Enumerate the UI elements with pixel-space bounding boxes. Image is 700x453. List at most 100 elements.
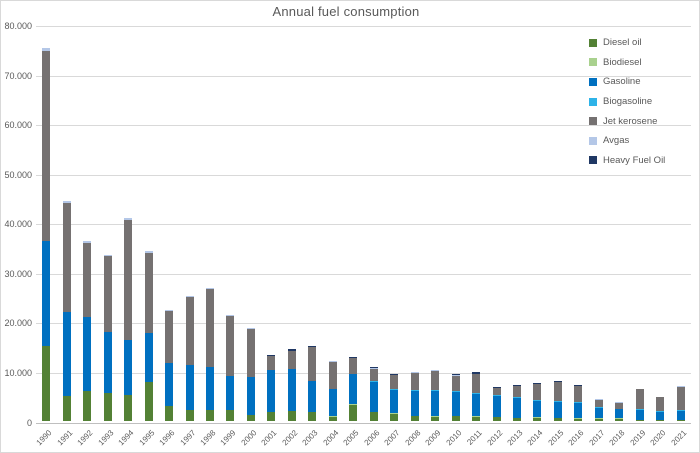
bar-1998 <box>205 288 214 421</box>
segment-gasoline <box>513 397 522 418</box>
segment-jet-kerosene <box>124 220 133 340</box>
x-axis-label-2009: 2009 <box>423 428 443 448</box>
x-axis-label-2014: 2014 <box>525 428 545 448</box>
bar-2020 <box>656 396 665 421</box>
x-axis-label-1996: 1996 <box>157 428 177 448</box>
segment-avgas <box>124 218 133 221</box>
segment-gasoline <box>369 381 378 412</box>
x-axis-label-1999: 1999 <box>218 428 238 448</box>
segment-diesel-oil <box>144 381 153 421</box>
segment-jet-kerosene <box>42 51 51 242</box>
segment-jet-kerosene <box>472 374 481 394</box>
segment-diesel-oil <box>308 412 317 421</box>
gridline <box>36 26 691 27</box>
legend-item-avgas: Avgas <box>589 131 665 151</box>
legend-item-biogasoline: Biogasoline <box>589 92 665 112</box>
bar-2011 <box>472 372 481 421</box>
bar-1990 <box>42 47 51 421</box>
segment-jet-kerosene <box>513 386 522 397</box>
segment-diesel-oil <box>103 393 112 421</box>
chart-title: Annual fuel consumption <box>272 4 420 19</box>
segment-jet-kerosene <box>62 203 71 313</box>
segment-gasoline <box>42 241 51 346</box>
segment-heavy-fuel-oil <box>533 382 542 384</box>
x-axis-label-2016: 2016 <box>566 428 586 448</box>
segment-gasoline <box>533 400 542 418</box>
segment-diesel-oil <box>205 409 214 421</box>
bar-1999 <box>226 314 235 421</box>
segment-diesel-oil <box>553 418 562 421</box>
segment-avgas <box>62 200 71 204</box>
segment-jet-kerosene <box>390 375 399 390</box>
segment-gasoline <box>287 368 296 412</box>
segment-gasoline <box>431 390 440 417</box>
segment-diesel-oil <box>328 416 337 421</box>
segment-avgas <box>165 310 174 311</box>
segment-gasoline <box>594 407 603 419</box>
legend-label: Biodiesel <box>603 56 642 68</box>
bar-1995 <box>144 251 153 421</box>
y-axis-tick-label: 10.000 <box>4 367 32 378</box>
segment-gasoline <box>656 411 665 420</box>
x-axis-label-2002: 2002 <box>280 428 300 448</box>
bar-2012 <box>492 387 501 421</box>
segment-jet-kerosene <box>328 361 337 390</box>
segment-avgas <box>676 386 685 388</box>
x-axis-label-2018: 2018 <box>607 428 627 448</box>
legend-item-diesel-oil: Diesel oil <box>589 33 665 53</box>
x-axis-label-1991: 1991 <box>55 428 75 448</box>
legend-item-biodiesel: Biodiesel <box>589 53 665 73</box>
chart-legend: Diesel oil Biodiesel Gasoline Biogasoline Je… <box>589 33 665 170</box>
segment-avgas <box>185 295 194 297</box>
bar-2009 <box>431 369 440 421</box>
segment-jet-kerosene <box>369 368 378 382</box>
segment-biogasoline <box>533 399 542 401</box>
x-axis-label-1992: 1992 <box>75 428 95 448</box>
segment-diesel-oil <box>615 418 624 421</box>
x-axis-label-2020: 2020 <box>648 428 668 448</box>
legend-label: Gasoline <box>603 76 641 88</box>
segment-heavy-fuel-oil <box>369 367 378 369</box>
legend-label: Biogasoline <box>603 96 653 108</box>
x-axis-label-2004: 2004 <box>321 428 341 448</box>
segment-jet-kerosene <box>267 356 276 370</box>
legend-swatch-avgas <box>589 136 597 145</box>
segment-jet-kerosene <box>205 289 214 367</box>
segment-gasoline <box>635 409 644 420</box>
segment-gasoline <box>410 390 419 416</box>
bar-2021 <box>676 386 685 421</box>
segment-jet-kerosene <box>574 386 583 403</box>
segment-avgas <box>144 251 153 253</box>
segment-jet-kerosene <box>103 256 112 332</box>
segment-diesel-oil <box>83 391 92 421</box>
x-axis-label-2007: 2007 <box>382 428 402 448</box>
segment-jet-kerosene <box>308 347 317 382</box>
segment-avgas <box>615 402 624 404</box>
segment-jet-kerosene <box>165 311 174 364</box>
segment-diesel-oil <box>594 418 603 421</box>
segment-diesel-oil <box>267 412 276 421</box>
segment-heavy-fuel-oil <box>472 372 481 374</box>
segment-gasoline <box>267 369 276 413</box>
segment-jet-kerosene <box>533 384 542 400</box>
x-axis-label-2008: 2008 <box>403 428 423 448</box>
segment-biogasoline <box>472 393 481 395</box>
segment-jet-kerosene <box>410 372 419 391</box>
segment-diesel-oil <box>62 395 71 421</box>
segment-gasoline <box>83 317 92 392</box>
legend-label: Avgas <box>603 135 630 147</box>
segment-heavy-fuel-oil <box>287 349 296 351</box>
segment-gasoline <box>574 403 583 419</box>
segment-diesel-oil <box>42 345 51 421</box>
bar-2014 <box>533 382 542 421</box>
segment-gasoline <box>390 389 399 413</box>
bar-1991 <box>62 200 71 421</box>
bar-2002 <box>287 349 296 421</box>
segment-biodiesel <box>349 403 358 405</box>
segment-jet-kerosene <box>615 403 624 409</box>
segment-gasoline <box>103 331 112 394</box>
segment-diesel-oil <box>533 417 542 421</box>
segment-diesel-oil <box>451 416 460 421</box>
segment-jet-kerosene <box>226 315 235 377</box>
